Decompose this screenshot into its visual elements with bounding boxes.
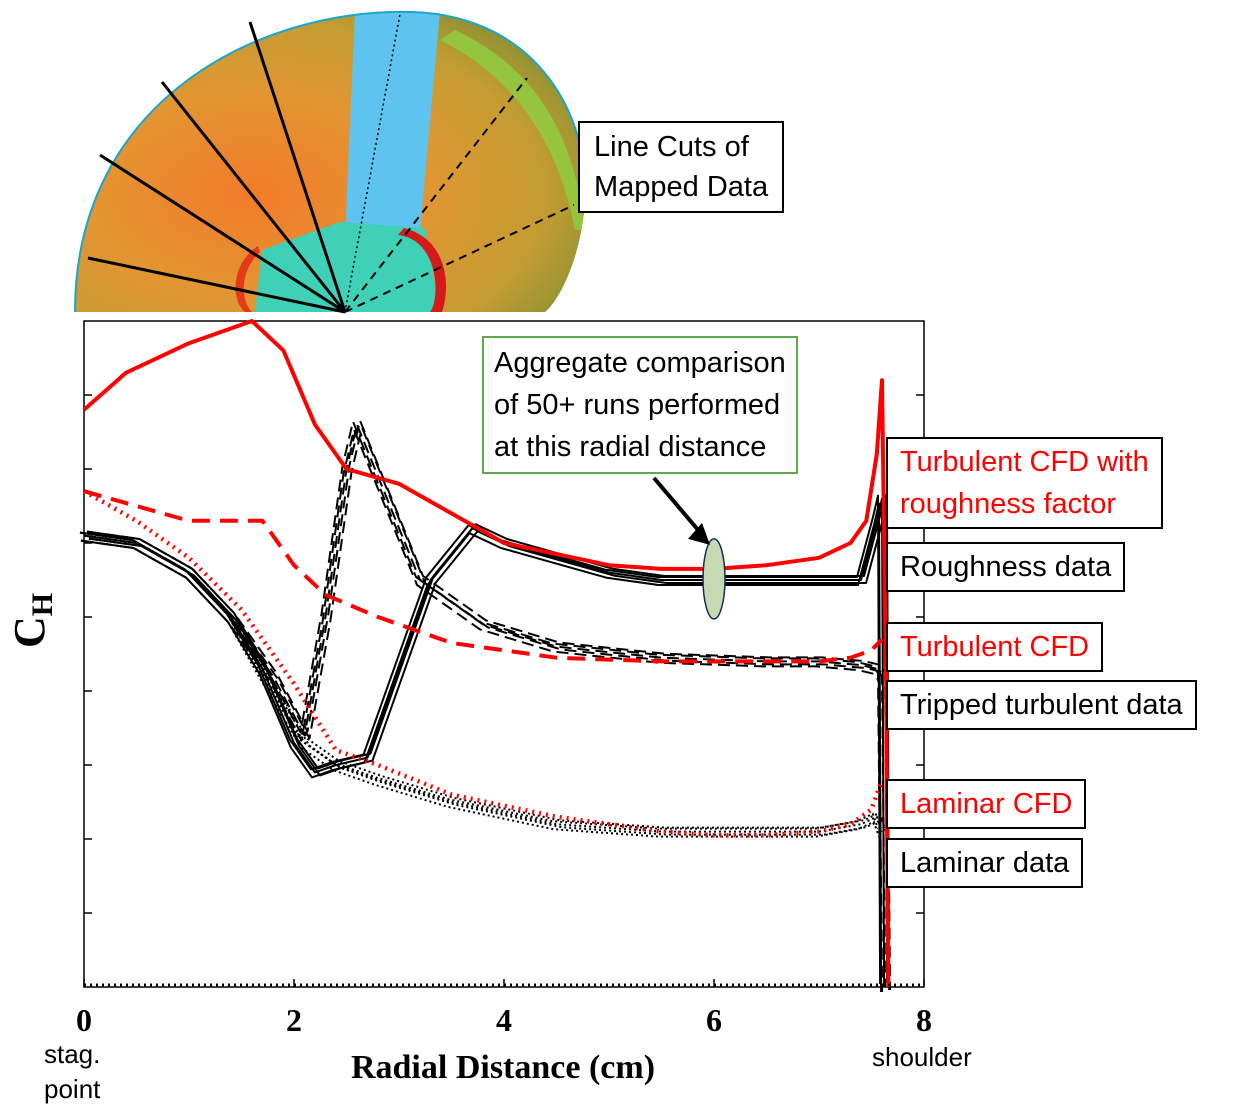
series-laminar-data-run-2: [80, 539, 880, 838]
series-tripped-turbulent-data-run-2: [80, 428, 884, 993]
legend-tripped-data: Tripped turbulent data: [886, 680, 1197, 730]
legend-turb-rough-cfd-line-2: roughness factor: [900, 488, 1117, 520]
inset-caption-line-2: Mapped Data: [594, 171, 769, 203]
line-cut-dashed-0: [344, 77, 528, 313]
x-tick-label-0: 0: [76, 1002, 92, 1038]
line-cut-dotted: [344, 13, 401, 313]
heatmap-stagnation-region: [255, 222, 440, 312]
series-laminar-data-run-1: [86, 530, 886, 829]
series-tripped-turbulent-data-run-1: [86, 419, 890, 984]
heatmap-cold-streak: [345, 12, 440, 235]
legend-lam-cfd: Laminar CFD: [886, 779, 1087, 829]
callout-ellipse: [702, 538, 726, 620]
legend-turb-rough-cfd-line-1: Turbulent CFD with: [900, 446, 1149, 478]
y-axis-label: CH: [5, 593, 59, 648]
heatmap-green-rim: [440, 30, 585, 230]
heatmap-hot-edge: [398, 228, 447, 312]
legend-turb-cfd: Turbulent CFD: [886, 622, 1104, 672]
line-cut-solid-0: [87, 256, 346, 314]
legend-tripped-data-label: Tripped turbulent data: [900, 689, 1183, 721]
line-cut-dashed-1: [344, 204, 575, 313]
series-laminar-cfd: [82, 489, 885, 838]
series-roughness-data-run-2: [80, 502, 883, 993]
legend-lam-cfd-label: Laminar CFD: [900, 788, 1073, 820]
inset-heatmap: [74, 10, 587, 314]
x-tick-label-6: 6: [706, 1002, 722, 1038]
callout-line-3: at this radial distance: [494, 431, 767, 463]
legend-lam-data: Laminar data: [886, 838, 1084, 888]
inset-caption-line-1: Line Cuts of: [594, 131, 749, 163]
line-cut-solid-3: [248, 21, 347, 313]
x-tick-label-4: 4: [496, 1002, 512, 1038]
x-tick-label-8: 8: [916, 1002, 932, 1038]
legend-lam-data-label: Laminar data: [900, 847, 1070, 879]
line-cuts: [87, 13, 575, 314]
callout-line-1: Aggregate comparison: [494, 347, 786, 379]
legend-rough-data: Roughness data: [886, 542, 1126, 592]
callout-arrow-head: [688, 522, 710, 545]
inset-caption-box: Line Cuts of Mapped Data: [578, 121, 785, 213]
series-laminar-data-run-4: [79, 531, 879, 830]
series-turbulent-cfd-with-roughness-factor: [82, 319, 891, 988]
series-tripped-turbulent-data-run-3: [88, 426, 892, 991]
legend-turb-cfd-label: Turbulent CFD: [900, 631, 1090, 663]
series-tripped-turbulent-data-run-0: [83, 423, 887, 988]
axis-layer: 0 2 4 6 8: [76, 394, 932, 1038]
x-axis-label: Radial Distance (cm): [351, 1049, 655, 1086]
callout-box: Aggregate comparison of 50+ runs perform…: [482, 336, 798, 474]
heatmap-hot-edge-left: [235, 246, 260, 312]
legend-rough-data-label: Roughness data: [900, 551, 1112, 583]
series-layer: [79, 319, 892, 993]
line-cut-solid-1: [99, 153, 346, 314]
callout-line-2: of 50+ runs performed: [494, 389, 781, 421]
line-cut-solid-2: [160, 81, 347, 313]
x-tick-label-2: 2: [286, 1002, 302, 1038]
series-laminar-data-run-3: [88, 537, 888, 836]
x-note-stag: stag.: [44, 1039, 100, 1069]
x-note-shoulder: shoulder: [872, 1042, 972, 1072]
x-note-point: point: [44, 1074, 101, 1104]
legend-turb-rough-cfd: Turbulent CFD with roughness factor: [886, 437, 1163, 529]
callout-arrow: [652, 476, 706, 539]
